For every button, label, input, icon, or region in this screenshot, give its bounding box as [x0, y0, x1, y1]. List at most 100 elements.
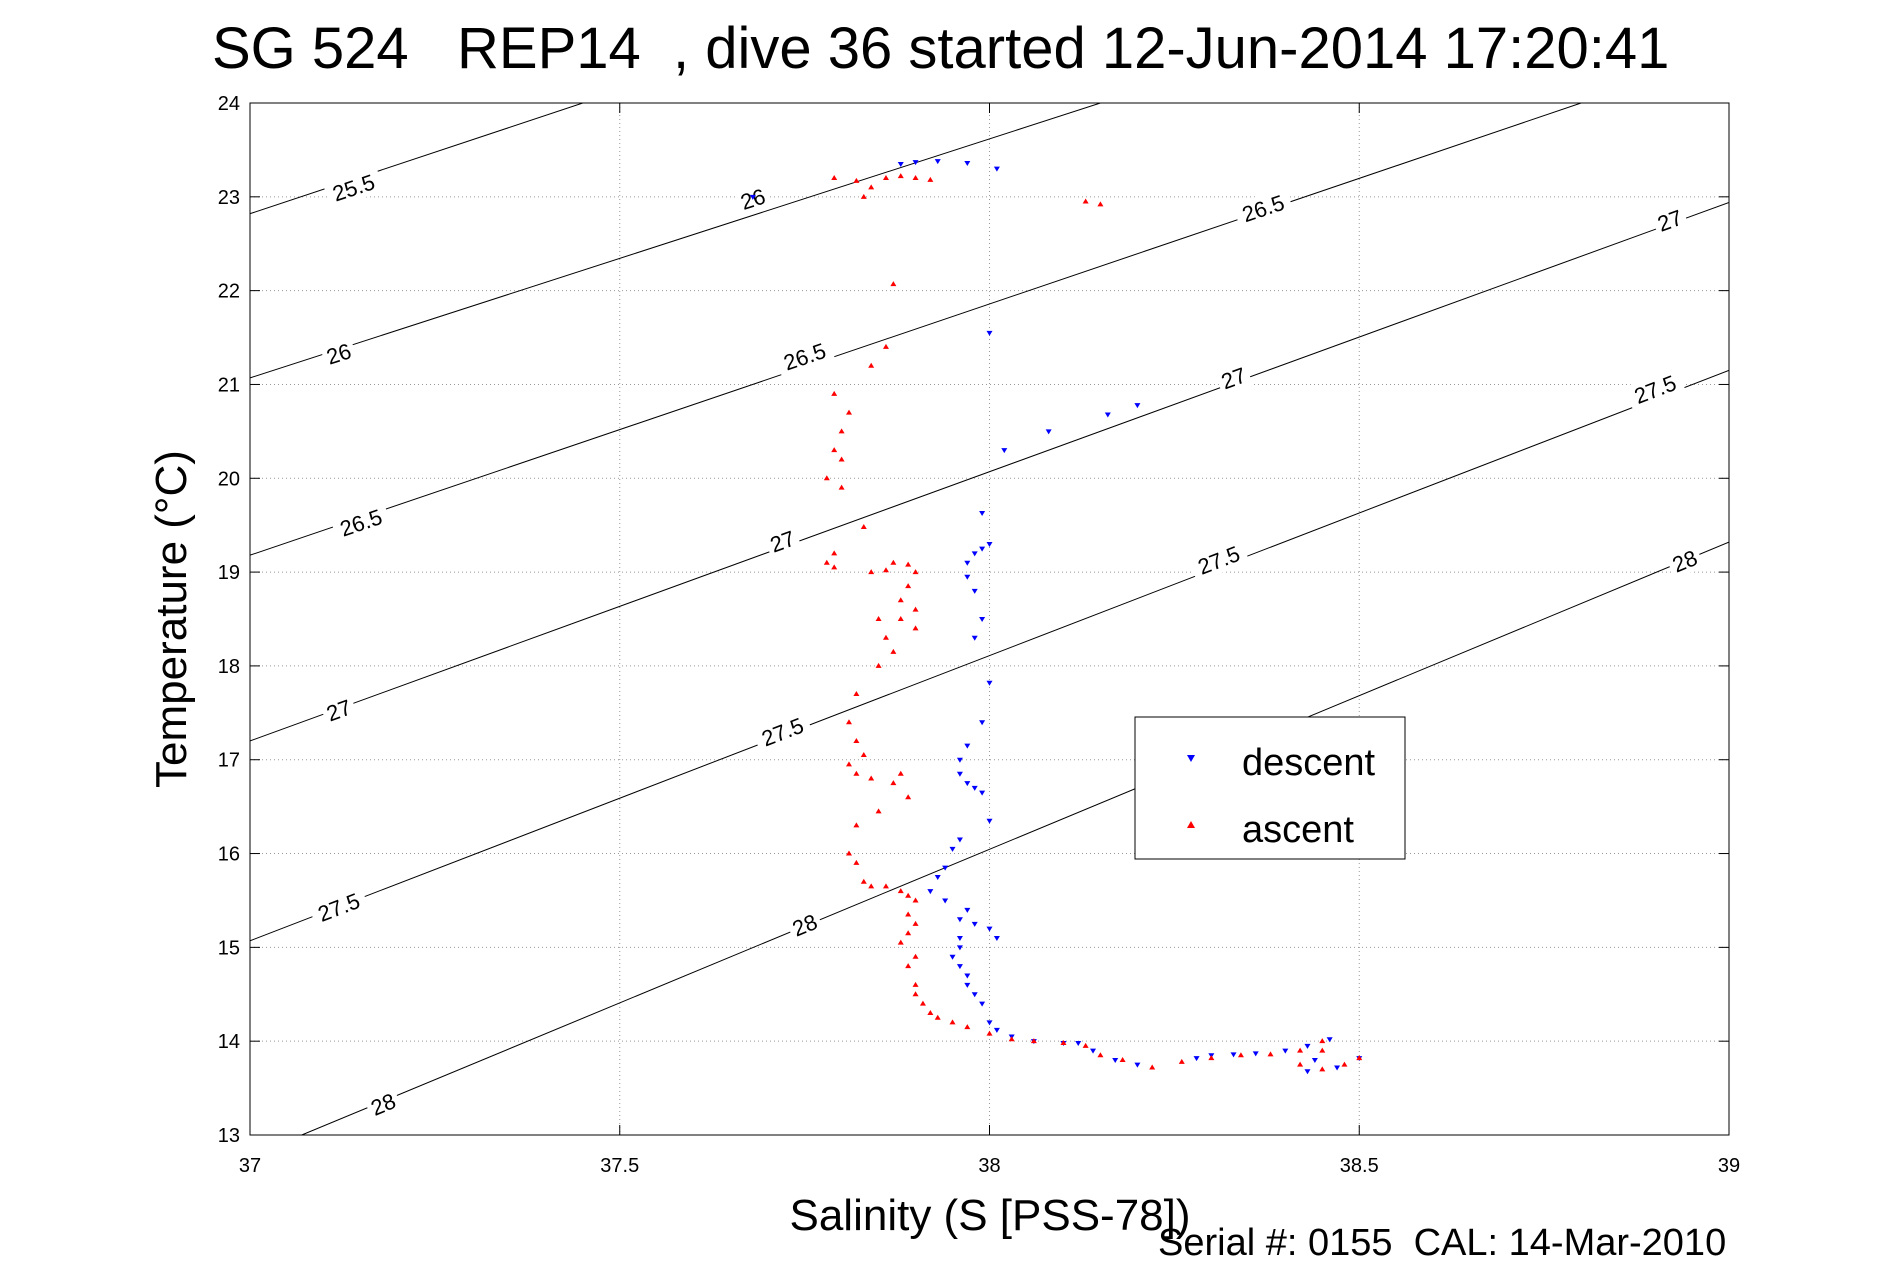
- descent-series: [749, 159, 1363, 1075]
- descent-point: [964, 982, 971, 988]
- descent-point: [1075, 1041, 1082, 1047]
- descent-point: [971, 785, 978, 791]
- ascent-point: [927, 1010, 934, 1016]
- descent-point: [942, 898, 949, 904]
- ascent-point: [890, 281, 897, 287]
- ascent-point: [853, 859, 860, 865]
- ascent-point: [875, 616, 882, 621]
- ascent-point: [868, 775, 875, 781]
- density-contour-label-bg: [751, 709, 814, 754]
- descent-point: [956, 917, 963, 923]
- ascent-point: [831, 175, 838, 181]
- descent-point: [993, 1027, 1000, 1033]
- ascent-point: [1178, 1058, 1185, 1064]
- y-tick-label: 17: [218, 750, 240, 772]
- legend-ascent-label: ascent: [1242, 809, 1354, 851]
- ascent-point: [860, 878, 867, 884]
- grid-lines: [250, 103, 1729, 1135]
- descent-point: [964, 907, 971, 913]
- ascent-point: [897, 888, 904, 894]
- ascent-point: [823, 475, 830, 481]
- density-contours: [250, 103, 1729, 1135]
- ascent-point: [1082, 198, 1089, 204]
- x-axis-label: Salinity (S [PSS-78]): [789, 1191, 1190, 1240]
- ascent-point: [912, 981, 919, 987]
- ascent-point: [875, 808, 882, 814]
- ascent-point: [882, 567, 889, 573]
- ascent-point: [905, 892, 912, 898]
- legend-descent-marker: [1187, 755, 1195, 762]
- legend-descent-label: descent: [1242, 742, 1376, 784]
- ascent-point: [831, 390, 838, 396]
- descent-point: [979, 546, 986, 552]
- ascent-point: [1060, 1040, 1067, 1046]
- ascent-point: [1319, 1066, 1326, 1072]
- descent-point: [1134, 1062, 1141, 1068]
- ascent-point: [897, 770, 904, 776]
- descent-point: [964, 973, 971, 979]
- descent-point: [986, 680, 993, 686]
- ascent-point: [882, 343, 889, 349]
- descent-point: [964, 161, 971, 167]
- x-tick-label: 38.5: [1340, 1155, 1379, 1177]
- y-tick-label: 20: [218, 468, 240, 490]
- density-contour-line: [250, 369, 1729, 942]
- ascent-point: [1267, 1051, 1274, 1057]
- ascent-point: [912, 897, 919, 903]
- ascent-point: [853, 822, 860, 828]
- descent-point: [993, 935, 1000, 941]
- descent-point: [979, 1001, 986, 1007]
- ascent-point: [845, 761, 852, 767]
- descent-point: [1334, 1065, 1341, 1071]
- ascent-point: [1149, 1064, 1156, 1070]
- density-contour-label-bg: [1664, 542, 1705, 579]
- ascent-point: [860, 193, 867, 199]
- x-tick-label: 38: [978, 1155, 1000, 1177]
- density-contour-label-bg: [1624, 366, 1686, 412]
- density-contour-label-bg: [330, 501, 392, 544]
- ascent-point: [868, 362, 875, 368]
- descent-point: [1230, 1052, 1237, 1058]
- ascent-point: [1356, 1055, 1363, 1061]
- ascent-point: [1030, 1038, 1037, 1044]
- ascent-point: [860, 524, 867, 530]
- descent-point: [971, 921, 978, 927]
- ascent-point: [853, 177, 860, 183]
- density-contour-label-bg: [1187, 537, 1250, 583]
- ascent-point: [868, 883, 875, 889]
- ascent-point: [912, 569, 919, 575]
- y-tick-label: 21: [218, 374, 240, 396]
- descent-point: [749, 194, 756, 200]
- y-tick-label: 23: [218, 187, 240, 209]
- legend-ascent-marker: [1187, 821, 1195, 828]
- serial-cal-footer: Serial #: 0155 CAL: 14-Mar-2010: [1158, 1222, 1726, 1262]
- descent-point: [986, 1020, 993, 1026]
- ascent-point: [890, 559, 897, 565]
- descent-point: [1304, 1069, 1311, 1075]
- descent-point: [979, 617, 986, 622]
- ascent-point: [838, 456, 845, 462]
- ascent-point: [905, 930, 912, 936]
- x-tick-label: 39: [1718, 1155, 1740, 1177]
- ascent-point: [1341, 1061, 1348, 1067]
- descent-point: [964, 743, 971, 749]
- y-axis-label: Temperature (°C): [147, 450, 196, 788]
- y-tick-label: 13: [218, 1125, 240, 1147]
- y-tick-label: 18: [218, 656, 240, 678]
- y-tick-label: 16: [218, 844, 240, 866]
- ascent-point: [1319, 1047, 1326, 1053]
- density-contour-label-bg: [762, 523, 802, 559]
- ascent-point: [853, 770, 860, 776]
- descent-point: [1134, 403, 1141, 409]
- ascent-point: [1082, 1042, 1089, 1048]
- descent-point: [979, 790, 986, 796]
- ascent-point: [845, 719, 852, 725]
- legend: descent ascent: [1134, 716, 1406, 860]
- descent-point: [971, 635, 978, 641]
- ascent-point: [897, 597, 904, 603]
- ascent-point: [905, 911, 912, 917]
- density-contour-label-bg: [363, 1085, 403, 1123]
- ascent-point: [905, 794, 912, 800]
- descent-point: [934, 159, 941, 165]
- ascent-point: [882, 883, 889, 889]
